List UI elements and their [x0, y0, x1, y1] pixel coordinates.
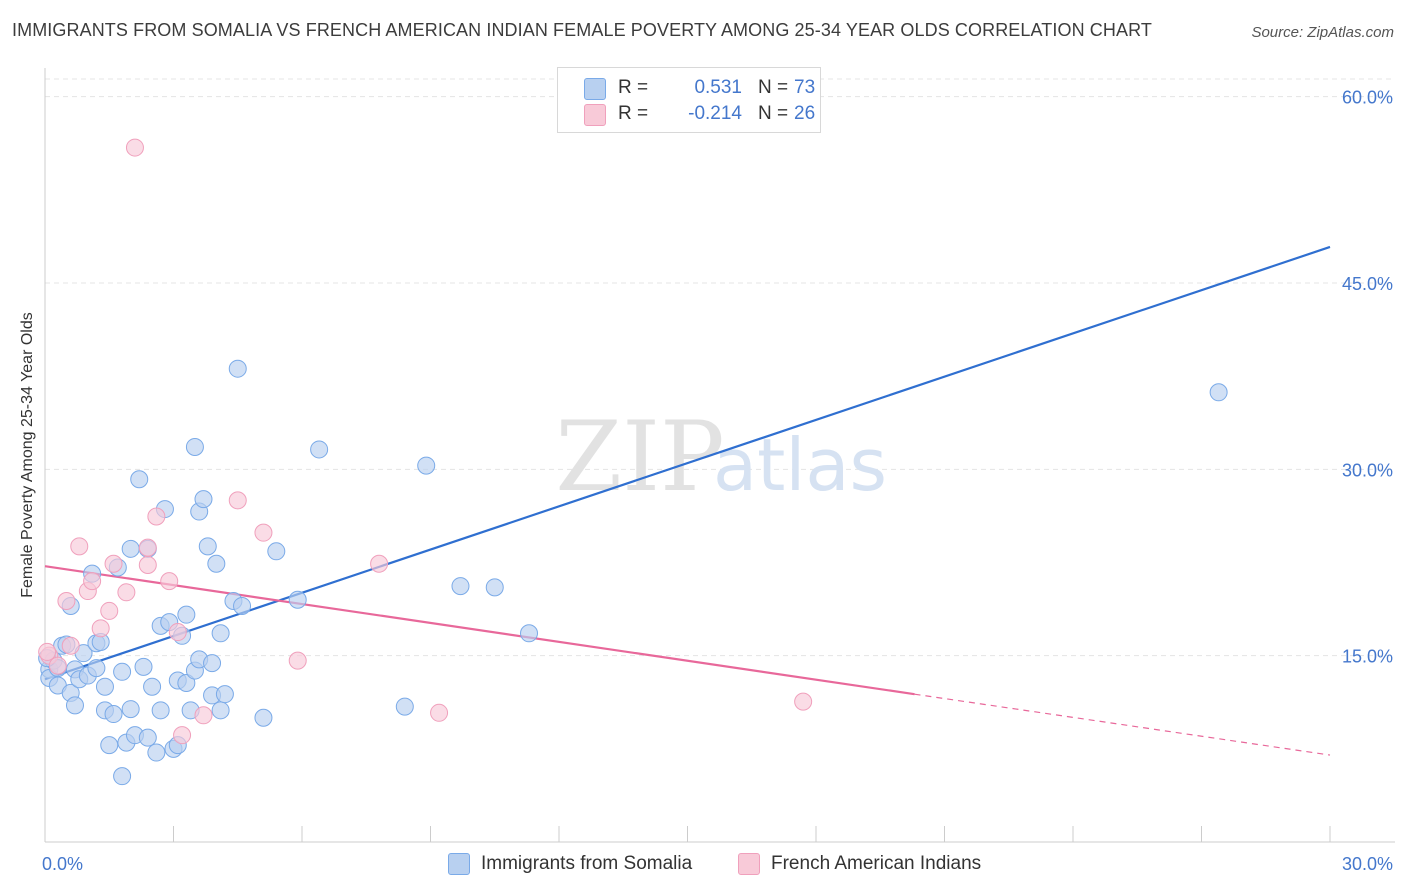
data-point-series-2 — [228, 491, 247, 510]
data-point-series-2 — [173, 726, 192, 745]
trend-line-series-2 — [44, 565, 915, 696]
data-point-series-1 — [177, 673, 196, 692]
data-point-series-2 — [288, 651, 307, 670]
grid-lines — [45, 78, 1395, 657]
data-point-series-1 — [104, 705, 123, 724]
data-point-series-1 — [254, 708, 273, 727]
data-point-series-2 — [100, 601, 119, 620]
data-point-series-2 — [160, 572, 179, 591]
y-tick-label: 30.0% — [1342, 460, 1393, 480]
n-value-somalia: 73 — [794, 77, 816, 98]
data-point-series-2 — [254, 523, 273, 542]
watermark: ZIP atlas — [555, 401, 887, 513]
data-point-series-1 — [451, 577, 470, 596]
watermark-zip: ZIP — [555, 401, 724, 513]
data-point-series-1 — [87, 659, 106, 678]
x-tick-label: 30.0% — [1342, 854, 1393, 874]
data-point-series-2 — [70, 537, 89, 556]
y-tick-label: 15.0% — [1342, 647, 1393, 667]
data-point-series-1 — [203, 654, 222, 673]
data-point-series-1 — [113, 662, 132, 681]
r-value-somalia: 0.531 — [694, 77, 742, 98]
bottom-legend-label-french-american-indian: French American Indians — [771, 853, 982, 874]
n-label: N = — [758, 77, 789, 98]
data-point-series-2 — [48, 656, 67, 675]
data-point-series-1 — [267, 542, 286, 561]
data-point-series-1 — [65, 696, 84, 715]
data-point-series-2 — [370, 554, 389, 573]
data-point-series-1 — [113, 767, 132, 786]
bottom-legend-swatch-french-american-indian — [738, 853, 760, 875]
trend-line-series-1 — [44, 245, 1331, 681]
data-point-series-2 — [117, 583, 136, 602]
data-point-series-2 — [194, 706, 213, 725]
data-point-series-1 — [147, 743, 166, 762]
data-point-series-1 — [228, 359, 247, 378]
r-label: R = — [618, 103, 649, 124]
data-point-series-1 — [130, 470, 149, 489]
data-point-series-2 — [57, 591, 76, 610]
data-point-series-2 — [430, 703, 449, 722]
bottom-legend-swatch-somalia — [448, 853, 470, 875]
data-point-series-1 — [143, 677, 162, 696]
data-point-series-1 — [211, 624, 230, 643]
bottom-legend-label-somalia: Immigrants from Somalia — [481, 853, 693, 874]
data-point-series-1 — [207, 554, 226, 573]
data-point-series-2 — [83, 572, 102, 591]
tick-labels: 15.0% 30.0% 45.0% 60.0% 0.0% 30.0% — [42, 88, 1393, 874]
data-point-series-1 — [395, 697, 414, 716]
trend-line-extension-series-2 — [914, 693, 1331, 756]
data-point-series-2 — [138, 555, 157, 574]
data-point-series-1 — [520, 624, 539, 643]
r-label: R = — [618, 77, 649, 98]
data-points — [38, 112, 1228, 786]
axes — [44, 68, 1395, 843]
data-point-series-1 — [233, 596, 252, 615]
chart-title: IMMIGRANTS FROM SOMALIA VS FRENCH AMERIC… — [12, 20, 1152, 40]
y-tick-label: 45.0% — [1342, 274, 1393, 294]
data-point-series-2 — [125, 138, 144, 157]
source-credit: Source: ZipAtlas.com — [1251, 24, 1394, 41]
data-point-series-1 — [211, 701, 230, 720]
data-point-series-1 — [417, 456, 436, 475]
trend-lines — [44, 245, 1331, 756]
legend-swatch-french-american-indian — [584, 104, 606, 126]
data-point-series-1 — [215, 685, 234, 704]
data-point-series-1 — [121, 700, 140, 719]
data-point-series-1 — [194, 490, 213, 509]
data-point-series-1 — [134, 657, 153, 676]
legend-swatch-somalia — [584, 78, 606, 100]
y-tick-label: 60.0% — [1342, 88, 1393, 108]
data-point-series-2 — [138, 538, 157, 557]
data-point-series-2 — [104, 554, 123, 573]
n-label: N = — [758, 103, 789, 124]
data-point-series-1 — [198, 537, 217, 556]
r-value-french-american-indian: -0.214 — [688, 103, 742, 124]
data-point-series-1 — [177, 605, 196, 624]
x-tick-label: 0.0% — [42, 854, 83, 874]
data-point-series-2 — [38, 642, 57, 661]
data-point-series-2 — [168, 623, 187, 642]
data-point-series-2 — [91, 619, 110, 638]
data-point-series-1 — [100, 736, 119, 755]
data-point-series-1 — [1209, 383, 1228, 402]
data-point-series-2 — [61, 636, 80, 655]
data-point-series-1 — [121, 539, 140, 558]
data-point-series-1 — [185, 437, 204, 456]
data-point-series-2 — [794, 692, 813, 711]
data-point-series-1 — [310, 440, 329, 459]
data-point-series-1 — [138, 728, 157, 747]
data-point-series-1 — [95, 677, 114, 696]
data-point-series-1 — [288, 590, 307, 609]
watermark-atlas: atlas — [713, 423, 887, 507]
data-point-series-1 — [151, 701, 170, 720]
y-axis-label: Female Poverty Among 25-34 Year Olds — [19, 312, 36, 598]
stats-legend: R = 0.531 N = 73 R = -0.214 N = 26 — [557, 67, 821, 133]
data-point-series-2 — [147, 507, 166, 526]
n-value-french-american-indian: 26 — [794, 103, 816, 124]
data-point-series-1 — [485, 578, 504, 597]
